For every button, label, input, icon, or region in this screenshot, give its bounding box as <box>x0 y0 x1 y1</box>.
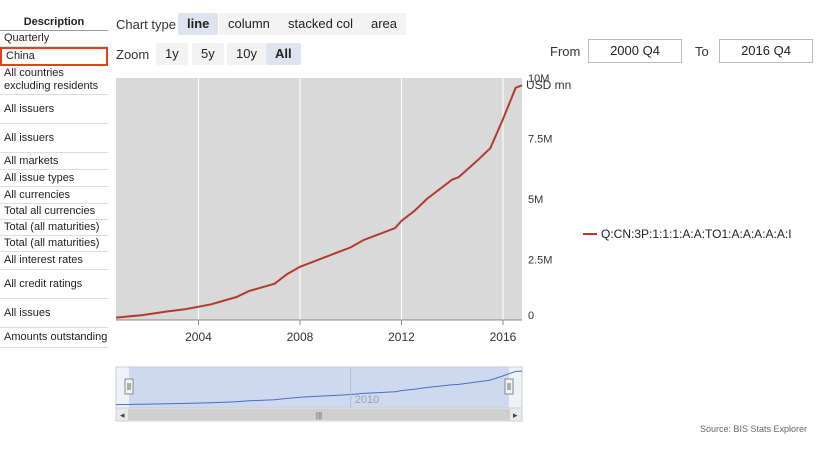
x-tick-label: 2016 <box>490 330 517 344</box>
legend[interactable]: Q:CN:3P:1:1:1:A:A:TO1:A:A:A:A:A:I <box>583 227 792 241</box>
source-note: Source: BIS Stats Explorer <box>699 424 807 434</box>
zoom-all-button[interactable]: All <box>266 43 301 65</box>
from-date-input[interactable]: 2000 Q4 <box>588 39 682 63</box>
navigator-right-handle[interactable] <box>504 378 514 395</box>
to-date-input[interactable]: 2016 Q4 <box>719 39 813 63</box>
sidebar-item-credit-rating[interactable]: All credit ratings <box>0 270 108 299</box>
y-tick-label: 10M <box>528 73 549 85</box>
from-label: From <box>550 44 581 59</box>
chart-type-column-button[interactable]: column <box>219 13 279 35</box>
sidebar-item-label: All interest rates <box>4 254 83 266</box>
sidebar-item-label: Total all currencies <box>4 205 96 217</box>
plot-area <box>116 78 522 320</box>
y-axis: 0 2.5M 5M 7.5M 10M <box>528 73 552 322</box>
y-tick-label: 2.5M <box>528 255 552 267</box>
navigator-tick-label: 2010 <box>355 394 379 406</box>
sidebar-item-maturity-2[interactable]: Total (all maturities) <box>0 236 108 252</box>
zoom-1y-button[interactable]: 1y <box>156 43 188 65</box>
sidebar-item-label: Quarterly <box>4 32 50 44</box>
y-tick-label: 7.5M <box>528 134 552 146</box>
sidebar-item-label: All issue types <box>4 171 75 184</box>
handle-body <box>124 378 134 395</box>
sidebar-item-country[interactable]: China <box>0 47 108 66</box>
sidebar-item-issuer-2[interactable]: All issuers <box>0 124 108 153</box>
sidebar-item-frequency[interactable]: Quarterly <box>0 31 108 47</box>
to-label: To <box>695 44 709 59</box>
chart-type-area-button[interactable]: area <box>362 13 407 35</box>
chart-type-stacked-button[interactable]: stacked col <box>279 13 363 35</box>
zoom-label: Zoom <box>116 47 150 62</box>
y-tick-label: 5M <box>528 194 543 206</box>
sidebar-item-currency[interactable]: All currencies <box>0 187 108 204</box>
y-axis-label: USD mn <box>526 78 571 92</box>
sidebar-item-label: Total (all maturities) <box>4 237 100 249</box>
sidebar-item-issuer[interactable]: All issuers <box>0 95 108 124</box>
sidebar-header: Description <box>0 14 108 31</box>
sidebar-item-interest-rate[interactable]: All interest rates <box>0 252 108 270</box>
sidebar-item-label: All currencies <box>4 188 71 201</box>
y-tick-label: 0 <box>528 310 534 322</box>
sidebar-item-currency-group[interactable]: Total all currencies <box>0 204 108 220</box>
sidebar-item-label: All issuers <box>4 102 55 115</box>
chart-type-line-button[interactable]: line <box>178 13 219 35</box>
sidebar-item-label: China <box>6 50 35 62</box>
sidebar-item-label: All credit ratings <box>4 277 83 290</box>
x-tick-label: 2008 <box>287 330 314 344</box>
sidebar-item-label: All issuers <box>4 131 55 144</box>
scrollbar-thumb[interactable] <box>128 409 510 420</box>
series-line <box>115 84 523 319</box>
dimension-sidebar: Description Quarterly China All countrie… <box>0 14 108 348</box>
sidebar-item-label: All markets <box>4 154 59 167</box>
sidebar-item-measure[interactable]: Amounts outstanding <box>0 328 108 348</box>
sidebar-item-issues[interactable]: All issues <box>0 299 108 328</box>
navigator-left-handle[interactable] <box>124 378 134 395</box>
navigator-series-line <box>115 370 523 406</box>
sidebar-item-label: All countries excluding residents <box>4 67 99 92</box>
sidebar-item-label: Amounts outstanding <box>4 331 108 343</box>
chart-type-label: Chart type <box>116 17 176 32</box>
navigator[interactable]: 2010 ||| ◂ ▸ <box>115 366 523 422</box>
navigator-selected-range[interactable] <box>129 367 509 408</box>
scroll-left-arrow[interactable]: ◂ <box>120 410 125 420</box>
sidebar-item-label: All issues <box>4 306 51 319</box>
x-axis: 2004 2008 2012 2016 <box>116 319 522 344</box>
sidebar-item-maturity[interactable]: Total (all maturities) <box>0 220 108 236</box>
grid-lines <box>197 78 504 320</box>
zoom-5y-button[interactable]: 5y <box>192 43 224 65</box>
x-tick-label: 2012 <box>388 330 415 344</box>
legend-label: Q:CN:3P:1:1:1:A:A:TO1:A:A:A:A:A:I <box>601 227 792 241</box>
zoom-10y-button[interactable]: 10y <box>227 43 266 65</box>
scroll-right-arrow[interactable]: ▸ <box>513 410 518 420</box>
x-tick-label: 2004 <box>185 330 212 344</box>
sidebar-item-market[interactable]: All markets <box>0 153 108 170</box>
navigator-background <box>115 366 523 409</box>
sidebar-item-issue-type[interactable]: All issue types <box>0 170 108 187</box>
scrollbar-grip: ||| <box>316 411 322 420</box>
sidebar-item-label: Total (all maturities) <box>4 221 100 233</box>
scrollbar-track[interactable] <box>115 407 523 422</box>
sidebar-item-counterparty[interactable]: All countries excluding residents <box>0 66 108 95</box>
handle-body <box>504 378 514 395</box>
